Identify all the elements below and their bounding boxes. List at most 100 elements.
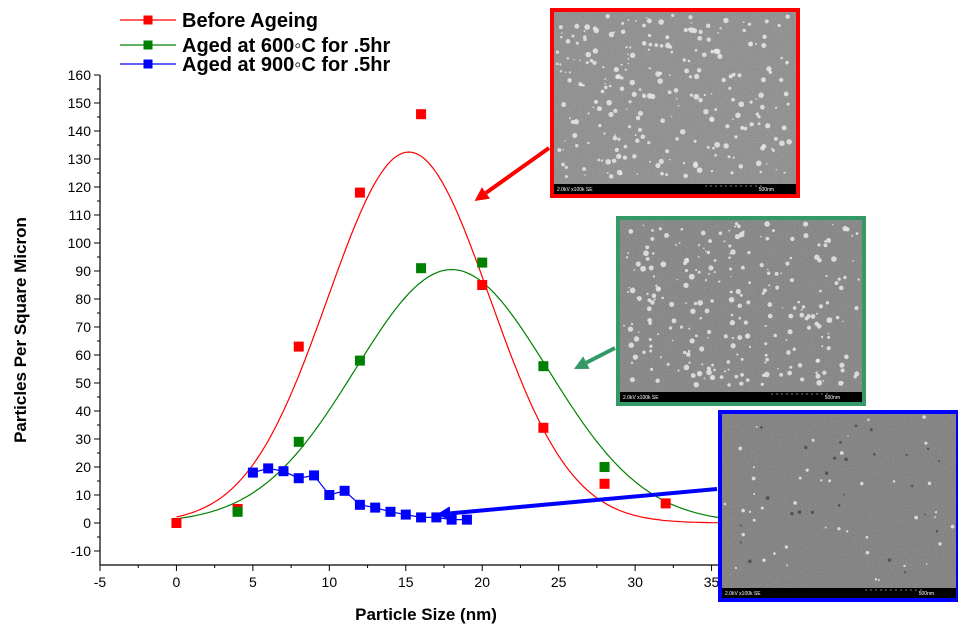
inset-particle: [583, 29, 586, 32]
inset-particle: [730, 313, 734, 317]
inset-particle: [636, 173, 639, 175]
inset-particle: [741, 508, 745, 513]
inset-particle: [822, 379, 825, 382]
inset-particle: [660, 261, 667, 268]
inset-particle: [755, 112, 760, 116]
inset-particle: [742, 28, 746, 33]
inset-particle: [763, 371, 770, 378]
inset-particle: [728, 229, 731, 232]
inset-particle: [614, 134, 616, 136]
inset-particle: [851, 234, 854, 237]
inset-particle: [688, 361, 691, 364]
inset-particle: [844, 354, 849, 360]
inset-particle: [723, 334, 728, 339]
inset-particle: [693, 93, 700, 100]
inset-particle: [597, 158, 601, 162]
inset-particle: [568, 71, 572, 74]
inset-particle: [635, 138, 640, 143]
y-tick-label: 10: [75, 487, 91, 503]
inset-particle: [693, 381, 699, 388]
y-tick-label: 30: [75, 431, 91, 447]
inset-particle: [573, 119, 580, 125]
inset-particle: [704, 279, 708, 282]
inset-particle: [561, 162, 565, 167]
inset-particle: [749, 100, 753, 104]
inset-caption-right: 500nm: [919, 591, 934, 597]
inset-particle: [652, 275, 656, 278]
inset-particle: [587, 141, 590, 145]
inset-particle: [688, 15, 693, 20]
inset-particle: [950, 524, 955, 529]
inset-particle: [810, 314, 816, 319]
inset-particle: [704, 308, 710, 314]
inset-particle: [780, 56, 783, 60]
inset-particle: [755, 160, 762, 167]
inset-particle: [621, 21, 625, 25]
data-point-series-1: [538, 361, 549, 372]
data-point-series-0: [416, 109, 427, 120]
inset-particle: [612, 135, 618, 141]
inset-particle: [768, 70, 773, 74]
inset-particle: [752, 466, 755, 469]
inset-particle: [825, 301, 830, 305]
inset-particle: [760, 382, 764, 386]
inset-particle: [815, 373, 821, 379]
inset-particle: [638, 88, 642, 91]
data-point-series-0: [660, 498, 671, 509]
inset-particle: [606, 99, 612, 106]
inset-particle: [723, 143, 729, 149]
inset-particle: [631, 91, 637, 97]
inset-particle: [827, 332, 830, 335]
inset-particle: [697, 270, 701, 274]
inset-particle: [608, 174, 614, 179]
inset-particle: [699, 346, 705, 352]
inset-particle: [696, 370, 703, 377]
inset-particle: [739, 541, 742, 544]
inset-particle: [854, 424, 858, 428]
inset-particle: [651, 252, 655, 255]
x-tick-label: 35: [704, 574, 720, 590]
inset-particle: [628, 286, 631, 289]
inset-particle: [728, 74, 733, 79]
inset-particle: [742, 21, 745, 24]
inset-particle: [627, 252, 630, 255]
inset-particle: [728, 86, 732, 90]
inset-particle: [709, 116, 715, 122]
inset-particle: [825, 274, 828, 278]
legend-entry-aged-600: Aged at 600◦C for .5hr: [120, 35, 390, 57]
inset-particle: [645, 256, 650, 261]
inset-particle: [684, 268, 689, 273]
inset-particle: [727, 155, 731, 159]
inset-particle: [800, 308, 803, 311]
inset-particle: [650, 300, 655, 305]
inset-particle: [598, 123, 602, 128]
inset-particle: [630, 361, 634, 365]
inset-particle: [926, 447, 930, 450]
inset-particle: [645, 245, 650, 250]
inset-particle: [765, 163, 768, 165]
inset-particle: [706, 145, 710, 149]
inset-particle: [629, 79, 636, 86]
data-point-series-2: [247, 467, 258, 478]
inset-particle: [764, 324, 767, 328]
inset-particle: [627, 125, 632, 129]
inset-particle: [666, 362, 670, 366]
inset-particle: [761, 291, 765, 295]
inset-particle: [779, 372, 784, 377]
inset-particle: [687, 28, 691, 31]
y-tick-label: 40: [75, 403, 91, 419]
inset-particle: [730, 171, 734, 175]
inset-particle: [641, 41, 647, 46]
inset-particle: [684, 68, 690, 74]
inset-particle: [806, 325, 812, 330]
inset-particle: [734, 374, 739, 379]
inset-particle: [623, 324, 626, 327]
data-point-series-2: [324, 490, 335, 500]
inset-particle: [854, 306, 859, 311]
inset-particle: [600, 159, 604, 162]
inset-particle: [774, 271, 779, 276]
x-tick-label: 25: [551, 574, 567, 590]
inset-particle: [734, 135, 738, 139]
inset-particle: [688, 27, 695, 33]
inset-particle: [634, 20, 637, 22]
